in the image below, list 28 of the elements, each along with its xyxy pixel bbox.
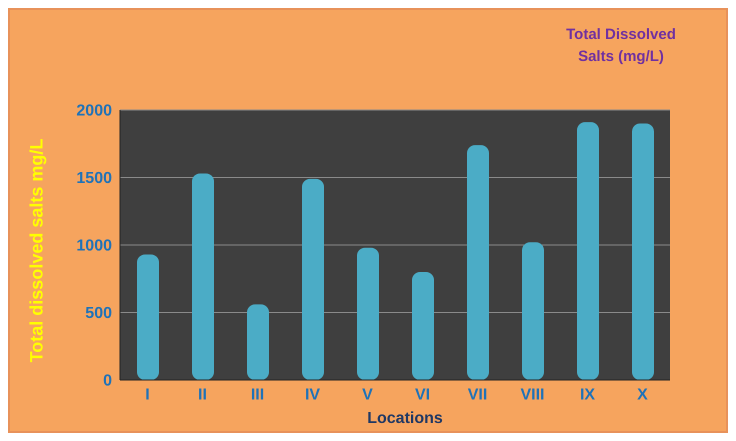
- bar: [192, 173, 214, 380]
- x-tick-label: I: [145, 386, 150, 404]
- x-tick-label: VII: [468, 386, 488, 404]
- x-tick-label: II: [198, 386, 207, 404]
- x-tick-label: III: [250, 386, 264, 404]
- x-tick-label: IX: [580, 386, 596, 404]
- x-tick-label: VIII: [520, 386, 545, 404]
- x-axis-title: Locations: [366, 410, 444, 428]
- bar: [137, 254, 159, 380]
- y-tick-label: 1500: [76, 170, 112, 188]
- chart-title: Total Dissolved Salts (mg/L): [565, 25, 677, 67]
- y-tick-label: 2000: [76, 102, 112, 120]
- y-tick-label: 0: [103, 372, 112, 390]
- y-axis-title: Total dissolved salts mg/L: [26, 138, 48, 362]
- y-tick-label: 500: [85, 305, 112, 322]
- x-tick-label: VI: [414, 386, 430, 404]
- bar: [302, 178, 324, 380]
- bar: [522, 242, 544, 380]
- x-tick-label: V: [362, 386, 374, 404]
- bar: [577, 122, 599, 380]
- bar: [467, 145, 489, 380]
- x-tick-label: X: [637, 386, 648, 404]
- bar: [357, 248, 379, 380]
- bar: [632, 124, 654, 380]
- x-tick-label: IV: [304, 386, 320, 404]
- bar: [412, 272, 434, 380]
- bar: [247, 304, 269, 380]
- y-tick-label: 1000: [76, 238, 112, 255]
